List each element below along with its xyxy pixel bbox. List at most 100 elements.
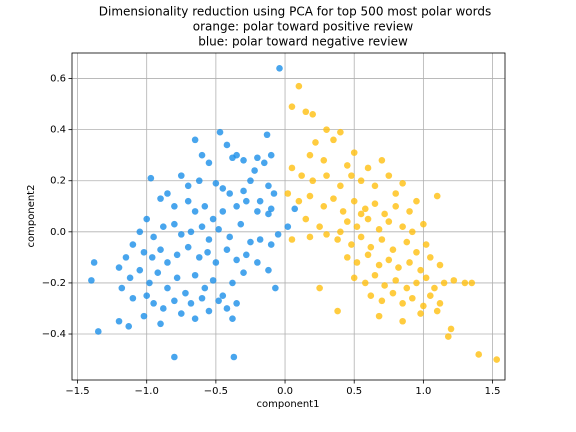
point: [343, 162, 351, 169]
point: [260, 159, 268, 167]
point: [171, 202, 178, 210]
point: [164, 259, 171, 266]
point: [147, 174, 155, 182]
point: [306, 233, 314, 241]
y-tick-label: 0.4: [50, 125, 66, 136]
point: [143, 215, 151, 223]
point: [447, 325, 455, 333]
point: [204, 248, 211, 256]
point: [191, 271, 199, 279]
point: [216, 128, 224, 136]
point: [367, 292, 375, 299]
point: [254, 208, 261, 215]
point: [399, 179, 406, 187]
point: [187, 300, 195, 307]
point: [306, 192, 314, 200]
x-tick-label: 0.0: [277, 386, 293, 397]
point: [378, 297, 386, 305]
point: [403, 238, 411, 246]
point: [270, 190, 278, 197]
chart-subtitle: orange: polar toward positive review: [193, 20, 414, 34]
point: [240, 187, 247, 195]
point: [164, 284, 171, 292]
point: [171, 297, 178, 305]
point: [392, 190, 400, 197]
point: [320, 156, 328, 164]
point: [195, 177, 203, 185]
point: [433, 192, 441, 200]
point: [348, 241, 355, 248]
point: [201, 202, 209, 210]
chart-title: Dimensionality reduction using PCA for t…: [99, 5, 491, 19]
point: [385, 256, 393, 264]
point: [136, 228, 144, 236]
point: [312, 139, 319, 146]
point: [173, 251, 181, 259]
point: [288, 103, 296, 110]
plot-frame: [71, 52, 506, 381]
point: [316, 223, 323, 231]
point: [298, 172, 305, 179]
point: [223, 246, 231, 254]
point: [361, 205, 369, 213]
point: [265, 182, 272, 190]
point: [154, 269, 162, 277]
point: [229, 315, 236, 322]
point: [212, 179, 220, 187]
point: [375, 225, 383, 233]
point: [417, 310, 424, 317]
point: [219, 292, 227, 299]
point: [94, 328, 102, 335]
point: [198, 294, 206, 302]
point: [184, 182, 192, 190]
point: [378, 156, 386, 164]
point: [389, 246, 397, 254]
point: [406, 208, 413, 215]
point: [409, 228, 416, 236]
point: [251, 167, 258, 174]
point: [337, 228, 344, 236]
point: [150, 300, 157, 307]
point: [337, 128, 344, 136]
x-tick-label: −1.0: [135, 386, 159, 397]
point: [367, 243, 375, 251]
point: [191, 315, 199, 322]
point: [88, 277, 95, 284]
point: [343, 254, 351, 261]
point: [420, 302, 427, 310]
point: [219, 185, 227, 192]
point: [146, 279, 153, 287]
point: [212, 259, 220, 266]
point: [348, 172, 355, 179]
point: [254, 259, 261, 266]
point: [350, 149, 358, 156]
point: [406, 259, 413, 266]
point: [267, 241, 275, 248]
point: [126, 274, 134, 282]
point: [143, 292, 151, 299]
point: [309, 177, 317, 185]
point: [205, 307, 213, 315]
point: [201, 284, 209, 292]
point: [436, 300, 444, 307]
point: [173, 274, 181, 282]
point: [353, 223, 361, 231]
point: [413, 279, 420, 287]
point: [140, 248, 148, 256]
point: [229, 279, 236, 287]
point: [164, 190, 171, 197]
point: [223, 305, 231, 312]
point: [295, 82, 303, 90]
point: [381, 210, 388, 218]
point: [226, 190, 234, 197]
point: [330, 195, 337, 202]
point: [122, 254, 130, 261]
y-tick-label: −0.4: [42, 329, 66, 340]
point: [187, 228, 195, 236]
y-tick-label: 0.2: [50, 176, 66, 187]
point: [395, 264, 402, 271]
point: [265, 210, 272, 218]
point: [323, 231, 330, 238]
point: [323, 126, 330, 133]
point: [389, 289, 397, 297]
